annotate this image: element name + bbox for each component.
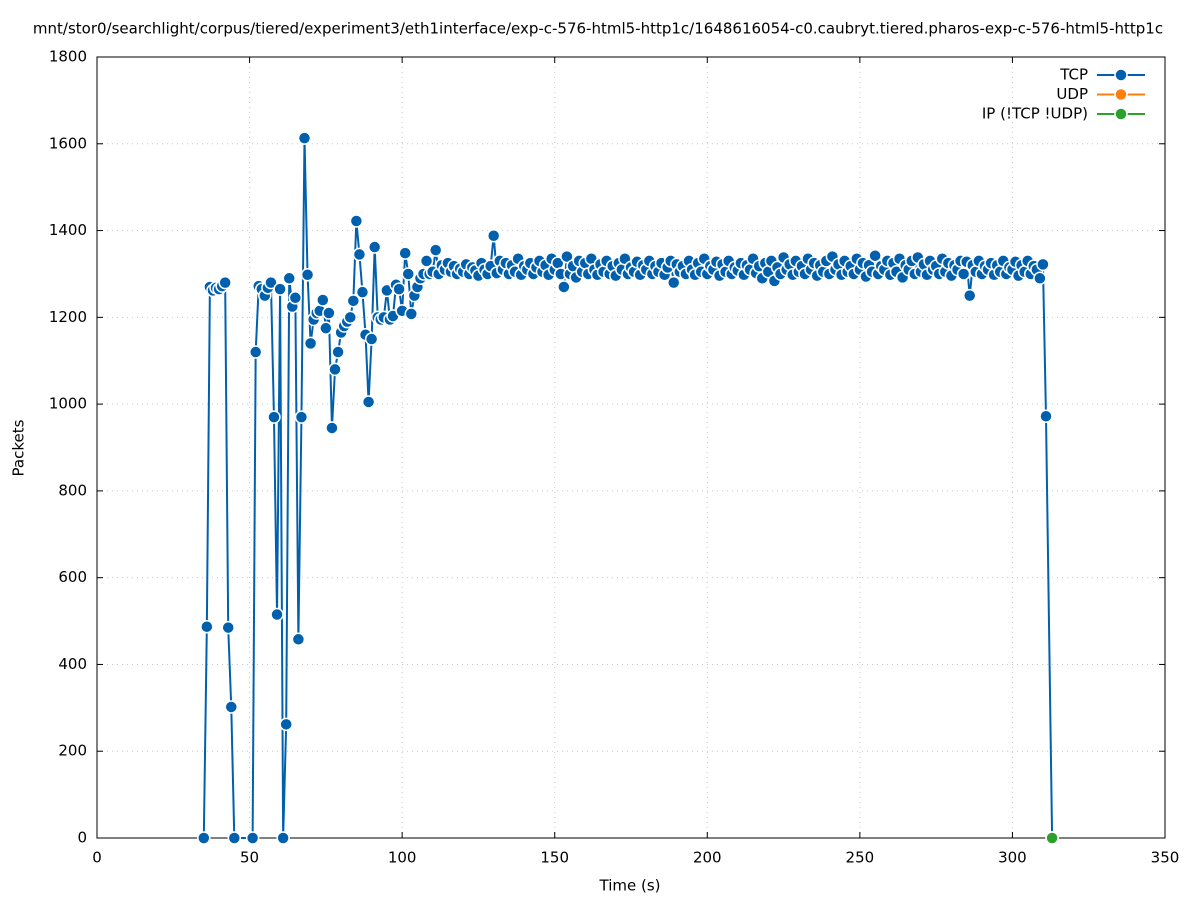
plot-border [96,56,1166,839]
data-point [218,275,232,290]
y-tick-label: 400 [58,655,87,673]
data-point [401,267,415,281]
y-tick-label: 1400 [49,221,87,239]
data-point [343,310,358,325]
legend-swatch-point [1114,68,1128,82]
data-point [557,280,571,294]
x-tick-label: 0 [92,849,102,867]
data-point [962,288,977,303]
data-point [200,619,214,634]
data-point [264,275,278,290]
y-tick-label: 1600 [49,134,87,152]
data-point [273,282,287,296]
data-point [267,410,281,424]
x-tick-label: 350 [1151,849,1180,867]
x-tick-label: 250 [846,849,875,867]
data-point [224,700,239,714]
data-point [364,332,379,346]
data-point [300,268,315,282]
data-point [197,831,211,845]
data-point [560,249,574,264]
data-point [666,275,681,290]
data-point [1039,409,1053,424]
x-tick-label: 200 [693,849,722,867]
y-tick-label: 1200 [49,308,87,326]
legend-label: IP (!TCP !UDP) [982,105,1088,123]
x-tick-label: 300 [998,849,1027,867]
data-point [392,282,406,296]
y-tick-label: 1800 [49,48,87,66]
y-tick-label: 1000 [49,395,87,413]
data-point [294,410,309,424]
data-point [398,246,412,260]
data-point [328,362,342,377]
x-axis-label: Time (s) [599,877,661,895]
legend-label: TCP [1059,66,1088,84]
x-tick-label: 100 [388,849,417,867]
data-point [325,421,339,435]
data-point [279,717,293,732]
legend-swatch-point [1114,87,1128,102]
y-tick-label: 200 [58,742,87,760]
data-point [319,321,333,335]
data-point [1045,831,1059,845]
data-point [276,831,290,845]
data-point [291,632,306,647]
data-point [288,291,303,305]
y-tick-label: 600 [58,568,87,586]
data-point [428,243,443,257]
data-point [331,345,345,359]
legend-entry: IP (!TCP !UDP) [982,105,1145,123]
data-point [352,247,367,262]
data-point [404,307,419,321]
legend-entry: UDP [1056,85,1145,103]
legend-swatch-point [1114,107,1128,121]
y-tick-label: 0 [77,829,87,847]
chart-title: mnt/stor0/searchlight/corpus/tiered/expe… [33,20,1163,38]
data-point [1036,257,1050,272]
data-point [282,271,296,286]
data-point [270,607,284,622]
x-tick-label: 150 [540,849,569,867]
data-point [322,306,336,320]
x-tick-label: 50 [240,849,259,867]
data-point [245,831,260,845]
data-point [868,248,882,263]
y-axis-label: Packets [10,419,28,476]
data-point [355,285,370,299]
data-point [297,131,312,145]
data-point [303,336,318,351]
data-point [1033,271,1047,286]
data-point [349,214,364,228]
y-tick-label: 800 [58,481,87,499]
data-point [361,395,376,409]
data-point [227,831,242,845]
data-point [346,294,361,308]
data-point [419,254,434,268]
data-point [248,345,263,359]
data-point [486,229,501,243]
data-point [316,293,330,307]
legend-entry: TCP [1059,66,1145,84]
series-line [202,137,1054,839]
legend-label: UDP [1056,85,1088,103]
data-point [221,620,235,635]
data-point [367,240,382,254]
